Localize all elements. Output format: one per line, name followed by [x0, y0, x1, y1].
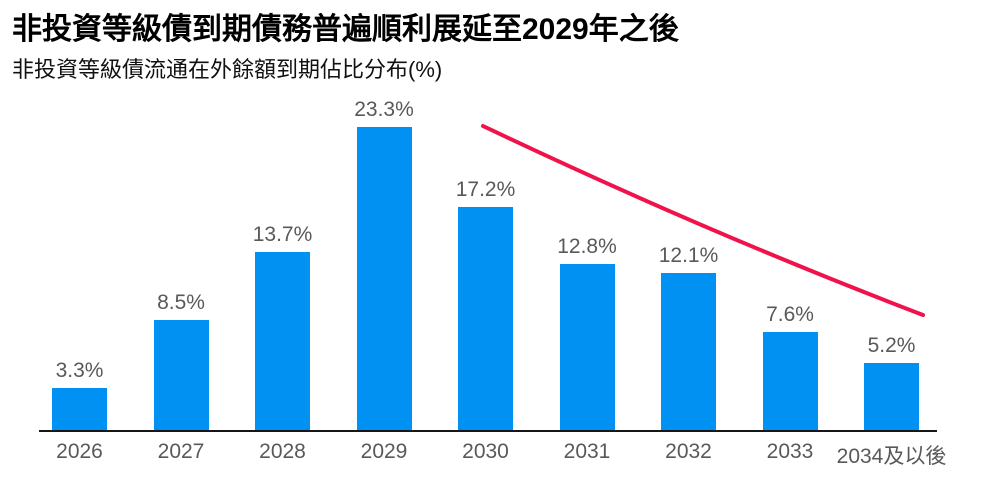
x-axis-tick-label: 2028 — [259, 440, 306, 463]
bar-value-label: 7.6% — [766, 303, 814, 326]
bar — [458, 207, 513, 431]
bar-group: 3.3% — [52, 360, 107, 431]
bar — [153, 320, 209, 431]
x-axis-tick-label: 2027 — [157, 440, 205, 463]
bar-value-label: 8.5% — [157, 291, 205, 314]
bar-group: 17.2% — [455, 178, 516, 431]
x-axis-line — [39, 430, 937, 432]
bar — [661, 273, 716, 431]
bar-value-label: 12.8% — [557, 235, 617, 258]
x-axis-tick-label: 2026 — [56, 440, 103, 463]
bar-value-label: 17.2% — [455, 178, 516, 201]
bar-value-label: 23.3% — [354, 98, 414, 121]
chart-title: 非投資等級債到期債務普遍順利展延至2029年之後 — [12, 13, 679, 46]
bar — [52, 388, 107, 431]
bar-value-label: 5.2% — [867, 334, 916, 357]
bar — [559, 264, 615, 431]
bar-value-label: 12.1% — [658, 244, 719, 267]
bar — [762, 332, 818, 431]
bar-group: 7.6% — [762, 303, 818, 431]
bar-group: 23.3% — [354, 98, 414, 431]
bar-group: 13.7% — [252, 223, 313, 431]
bar-group: 12.1% — [658, 244, 719, 431]
bar — [864, 363, 919, 431]
bar — [255, 252, 310, 431]
x-axis-tick-label: 2034及以後 — [836, 445, 947, 468]
x-axis-tick-label: 2030 — [462, 440, 509, 463]
x-axis-tick-label: 2032 — [665, 440, 712, 463]
bar-group: 5.2% — [864, 335, 919, 431]
bar-value-label: 13.7% — [252, 223, 313, 246]
bar-group: 8.5% — [153, 291, 209, 431]
bar-group: 12.8% — [557, 235, 617, 431]
x-axis-tick-label: 2031 — [563, 440, 611, 463]
x-axis-tick-label: 2029 — [360, 440, 408, 463]
bar-value-label: 3.3% — [55, 359, 104, 382]
x-axis-tick-label: 2033 — [766, 440, 814, 463]
chart-subtitle: 非投資等級債流通在外餘額到期佔比分布(%) — [12, 57, 443, 82]
bar — [356, 127, 412, 431]
